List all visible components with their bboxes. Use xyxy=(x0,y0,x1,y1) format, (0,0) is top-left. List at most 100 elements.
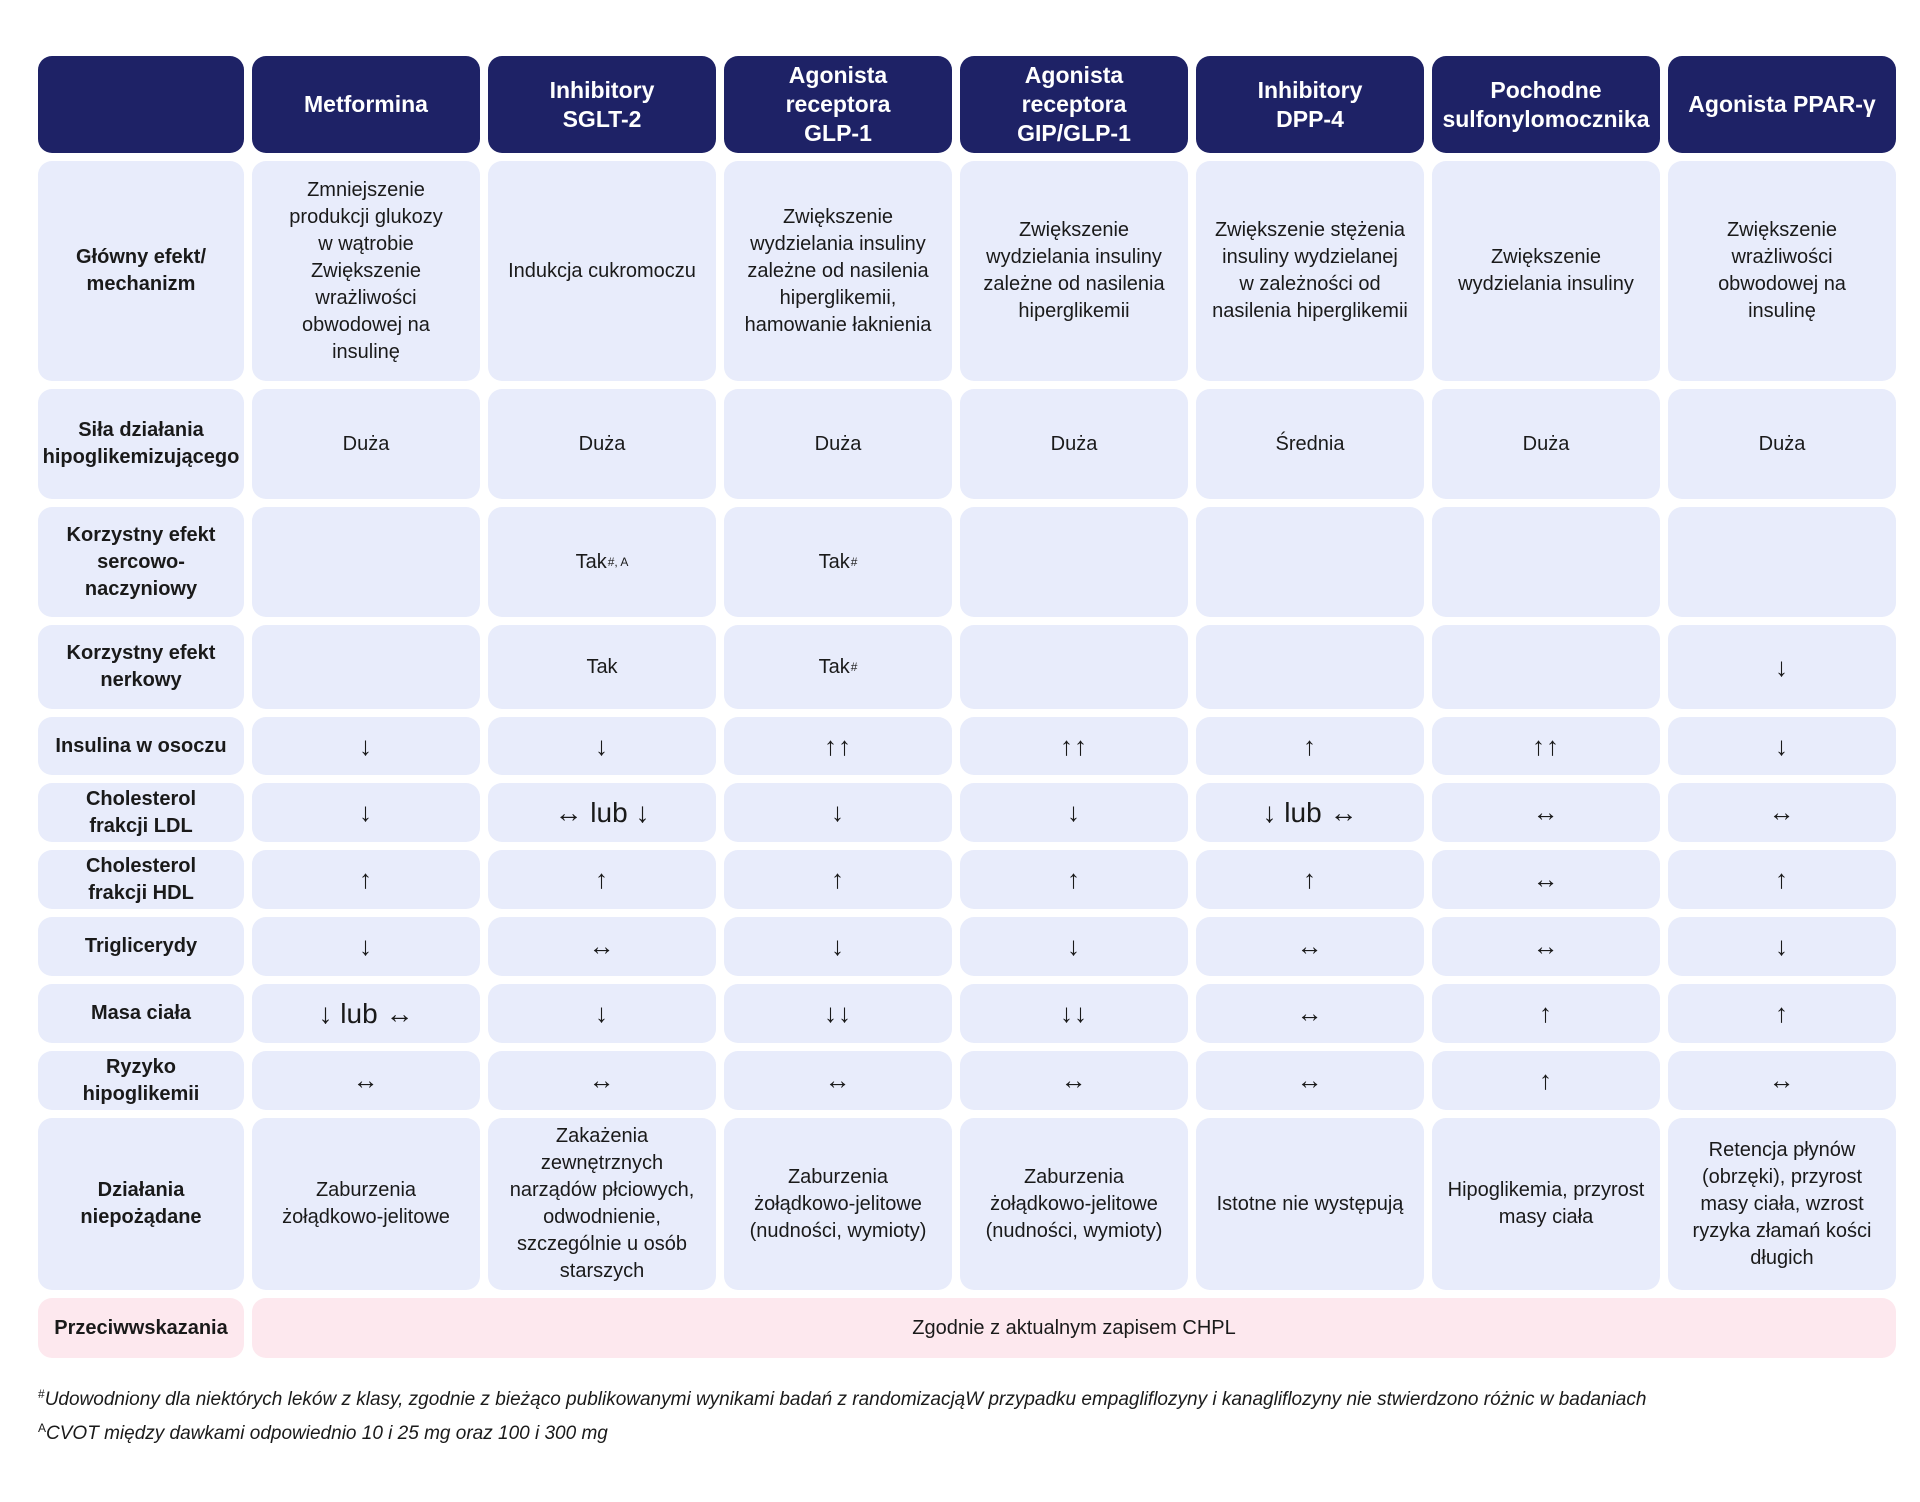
table-cell: ↔ xyxy=(960,1051,1188,1110)
table-cell: ↓ xyxy=(724,917,952,976)
table-cell: ↔ xyxy=(252,1051,480,1110)
table-cell: Tak # xyxy=(724,507,952,617)
table-cell: ↔ xyxy=(724,1051,952,1110)
row-label: Cholesterol frakcji HDL xyxy=(38,850,244,909)
table-cell: ↓ xyxy=(252,717,480,775)
table-cell: ↓ xyxy=(960,917,1188,976)
table-cell xyxy=(1432,625,1660,709)
footnote-mark: # xyxy=(38,1387,45,1401)
row-label: Siła działania hipoglikemizującego xyxy=(38,389,244,499)
column-header: Pochodne sulfonylomocznika xyxy=(1432,56,1660,153)
table-cell xyxy=(960,507,1188,617)
row-label: Działania niepożądane xyxy=(38,1118,244,1290)
table-cell: Istotne nie występują xyxy=(1196,1118,1424,1290)
table-cell: Tak #, A xyxy=(488,507,716,617)
table-cell xyxy=(1668,507,1896,617)
table-cell: ↓ xyxy=(252,783,480,842)
table-cell xyxy=(1196,625,1424,709)
table-cell: Zwiększenie wydzielania insuliny xyxy=(1432,161,1660,381)
footnote-mark: A xyxy=(38,1421,47,1435)
table-cell: ↔ xyxy=(1432,783,1660,842)
table-cell: Zmniejszenie produkcji glukozy w wątrobie Z… xyxy=(252,161,480,381)
table-cell: ↓ xyxy=(960,783,1188,842)
table-cell: ↓ xyxy=(488,717,716,775)
table-cell: Duża xyxy=(252,389,480,499)
table-cell: Duża xyxy=(1668,389,1896,499)
table-cell: ↑ xyxy=(1432,1051,1660,1110)
footnote-text: CVOT między dawkami odpowiednio 10 i 25 … xyxy=(46,1423,608,1444)
table-cell: ↑ xyxy=(252,850,480,909)
table-cell xyxy=(960,625,1188,709)
table-cell: Zaburzenia żołądkowo-jelitowe (nudności, w… xyxy=(724,1118,952,1290)
footnote-line: #Udowodniony dla niektórych leków z klas… xyxy=(38,1380,1898,1414)
table-cell: Hipoglikemia, przyrost masy ciała xyxy=(1432,1118,1660,1290)
table-cell: ↓↓ xyxy=(960,984,1188,1043)
column-header: Agonista receptora GLP-1 xyxy=(724,56,952,153)
table-cell: ↔ xyxy=(1196,1051,1424,1110)
row-label: Insulina w osoczu xyxy=(38,717,244,775)
table-cell: Retencja płynów (obrzęki), przyrost masy c… xyxy=(1668,1118,1896,1290)
table-cell: Indukcja cukromoczu xyxy=(488,161,716,381)
table-cell: ↔ xyxy=(488,917,716,976)
table-cell: ↔ xyxy=(1196,917,1424,976)
column-header: Inhibitory SGLT-2 xyxy=(488,56,716,153)
table-cell: ↑↑ xyxy=(960,717,1188,775)
table-cell: Zwiększenie wydzielania insuliny zależne o… xyxy=(960,161,1188,381)
row-label: Korzystny efekt nerkowy xyxy=(38,625,244,709)
table-cell: ↓↓ xyxy=(724,984,952,1043)
table-cell: ↓ xyxy=(488,984,716,1043)
column-header: Agonista PPAR-γ xyxy=(1668,56,1896,153)
column-header: Metformina xyxy=(252,56,480,153)
table-cell: ↑ xyxy=(1668,984,1896,1043)
table-cell: ↑ xyxy=(960,850,1188,909)
table-cell: ↔ xyxy=(1432,917,1660,976)
contraindications-text: Zgodnie z aktualnym zapisem CHPL xyxy=(252,1298,1896,1358)
comparison-table: Metformina Inhibitory SGLT-2 Agonista recep… xyxy=(38,56,1896,1358)
row-label: Ryzyko hipoglikemii xyxy=(38,1051,244,1110)
table-cell: ↔ lub ↓ xyxy=(488,783,716,842)
table-cell: ↑ xyxy=(1196,717,1424,775)
row-label: Triglicerydy xyxy=(38,917,244,976)
row-label: Masa ciała xyxy=(38,984,244,1043)
footnote-line: ACVOT między dawkami odpowiednio 10 i 25… xyxy=(38,1414,1898,1448)
table-cell: ↓ xyxy=(1668,625,1896,709)
row-label: Cholesterol frakcji LDL xyxy=(38,783,244,842)
table-cell: ↓ lub ↔ xyxy=(252,984,480,1043)
table-cell xyxy=(1432,507,1660,617)
table-cell xyxy=(1196,507,1424,617)
table-cell: ↔ xyxy=(1668,1051,1896,1110)
table-cell: Duża xyxy=(724,389,952,499)
header-corner xyxy=(38,56,244,153)
table-cell: Zwiększenie wydzielania insuliny zależne o… xyxy=(724,161,952,381)
footnote-marker: # xyxy=(850,659,858,674)
table-cell: ↓ xyxy=(724,783,952,842)
column-header: Inhibitory DPP-4 xyxy=(1196,56,1424,153)
table-cell: ↔ xyxy=(1432,850,1660,909)
footnote-marker: #, A xyxy=(607,554,629,569)
table-cell: ↓ xyxy=(1668,717,1896,775)
table-cell: Zakażenia zewnętrznych narządów płciowych,… xyxy=(488,1118,716,1290)
footnote-marker: # xyxy=(850,554,858,569)
column-header: Agonista receptora GIP/GLP-1 xyxy=(960,56,1188,153)
table-cell: ↔ xyxy=(488,1051,716,1110)
table-cell: ↑ xyxy=(1196,850,1424,909)
table-cell: Zwiększenie stężenia insuliny wydzielanej… xyxy=(1196,161,1424,381)
table-cell: Tak # xyxy=(724,625,952,709)
table-cell: Zwiększenie wrażliwości obwodowej na insuli… xyxy=(1668,161,1896,381)
table-cell: ↓ xyxy=(252,917,480,976)
table-cell: ↑↑ xyxy=(724,717,952,775)
table-cell: Tak xyxy=(488,625,716,709)
table-cell: Duża xyxy=(1432,389,1660,499)
table-cell: ↔ xyxy=(1196,984,1424,1043)
table-cell: ↔ xyxy=(1668,783,1896,842)
table-cell: Średnia xyxy=(1196,389,1424,499)
table-cell xyxy=(252,625,480,709)
table-cell: ↑ xyxy=(1432,984,1660,1043)
footnote-text: Udowodniony dla niektórych leków z klasy… xyxy=(44,1389,1647,1410)
table-cell: Zaburzenia żołądkowo-jelitowe xyxy=(252,1118,480,1290)
table-cell: ↓ lub ↔ xyxy=(1196,783,1424,842)
row-label: Główny efekt/mechanizm xyxy=(38,161,244,381)
footnotes: #Udowodniony dla niektórych leków z klas… xyxy=(38,1380,1898,1448)
table-cell: ↓ xyxy=(1668,917,1896,976)
row-label: Korzystny efekt sercowo-naczyniowy xyxy=(38,507,244,617)
